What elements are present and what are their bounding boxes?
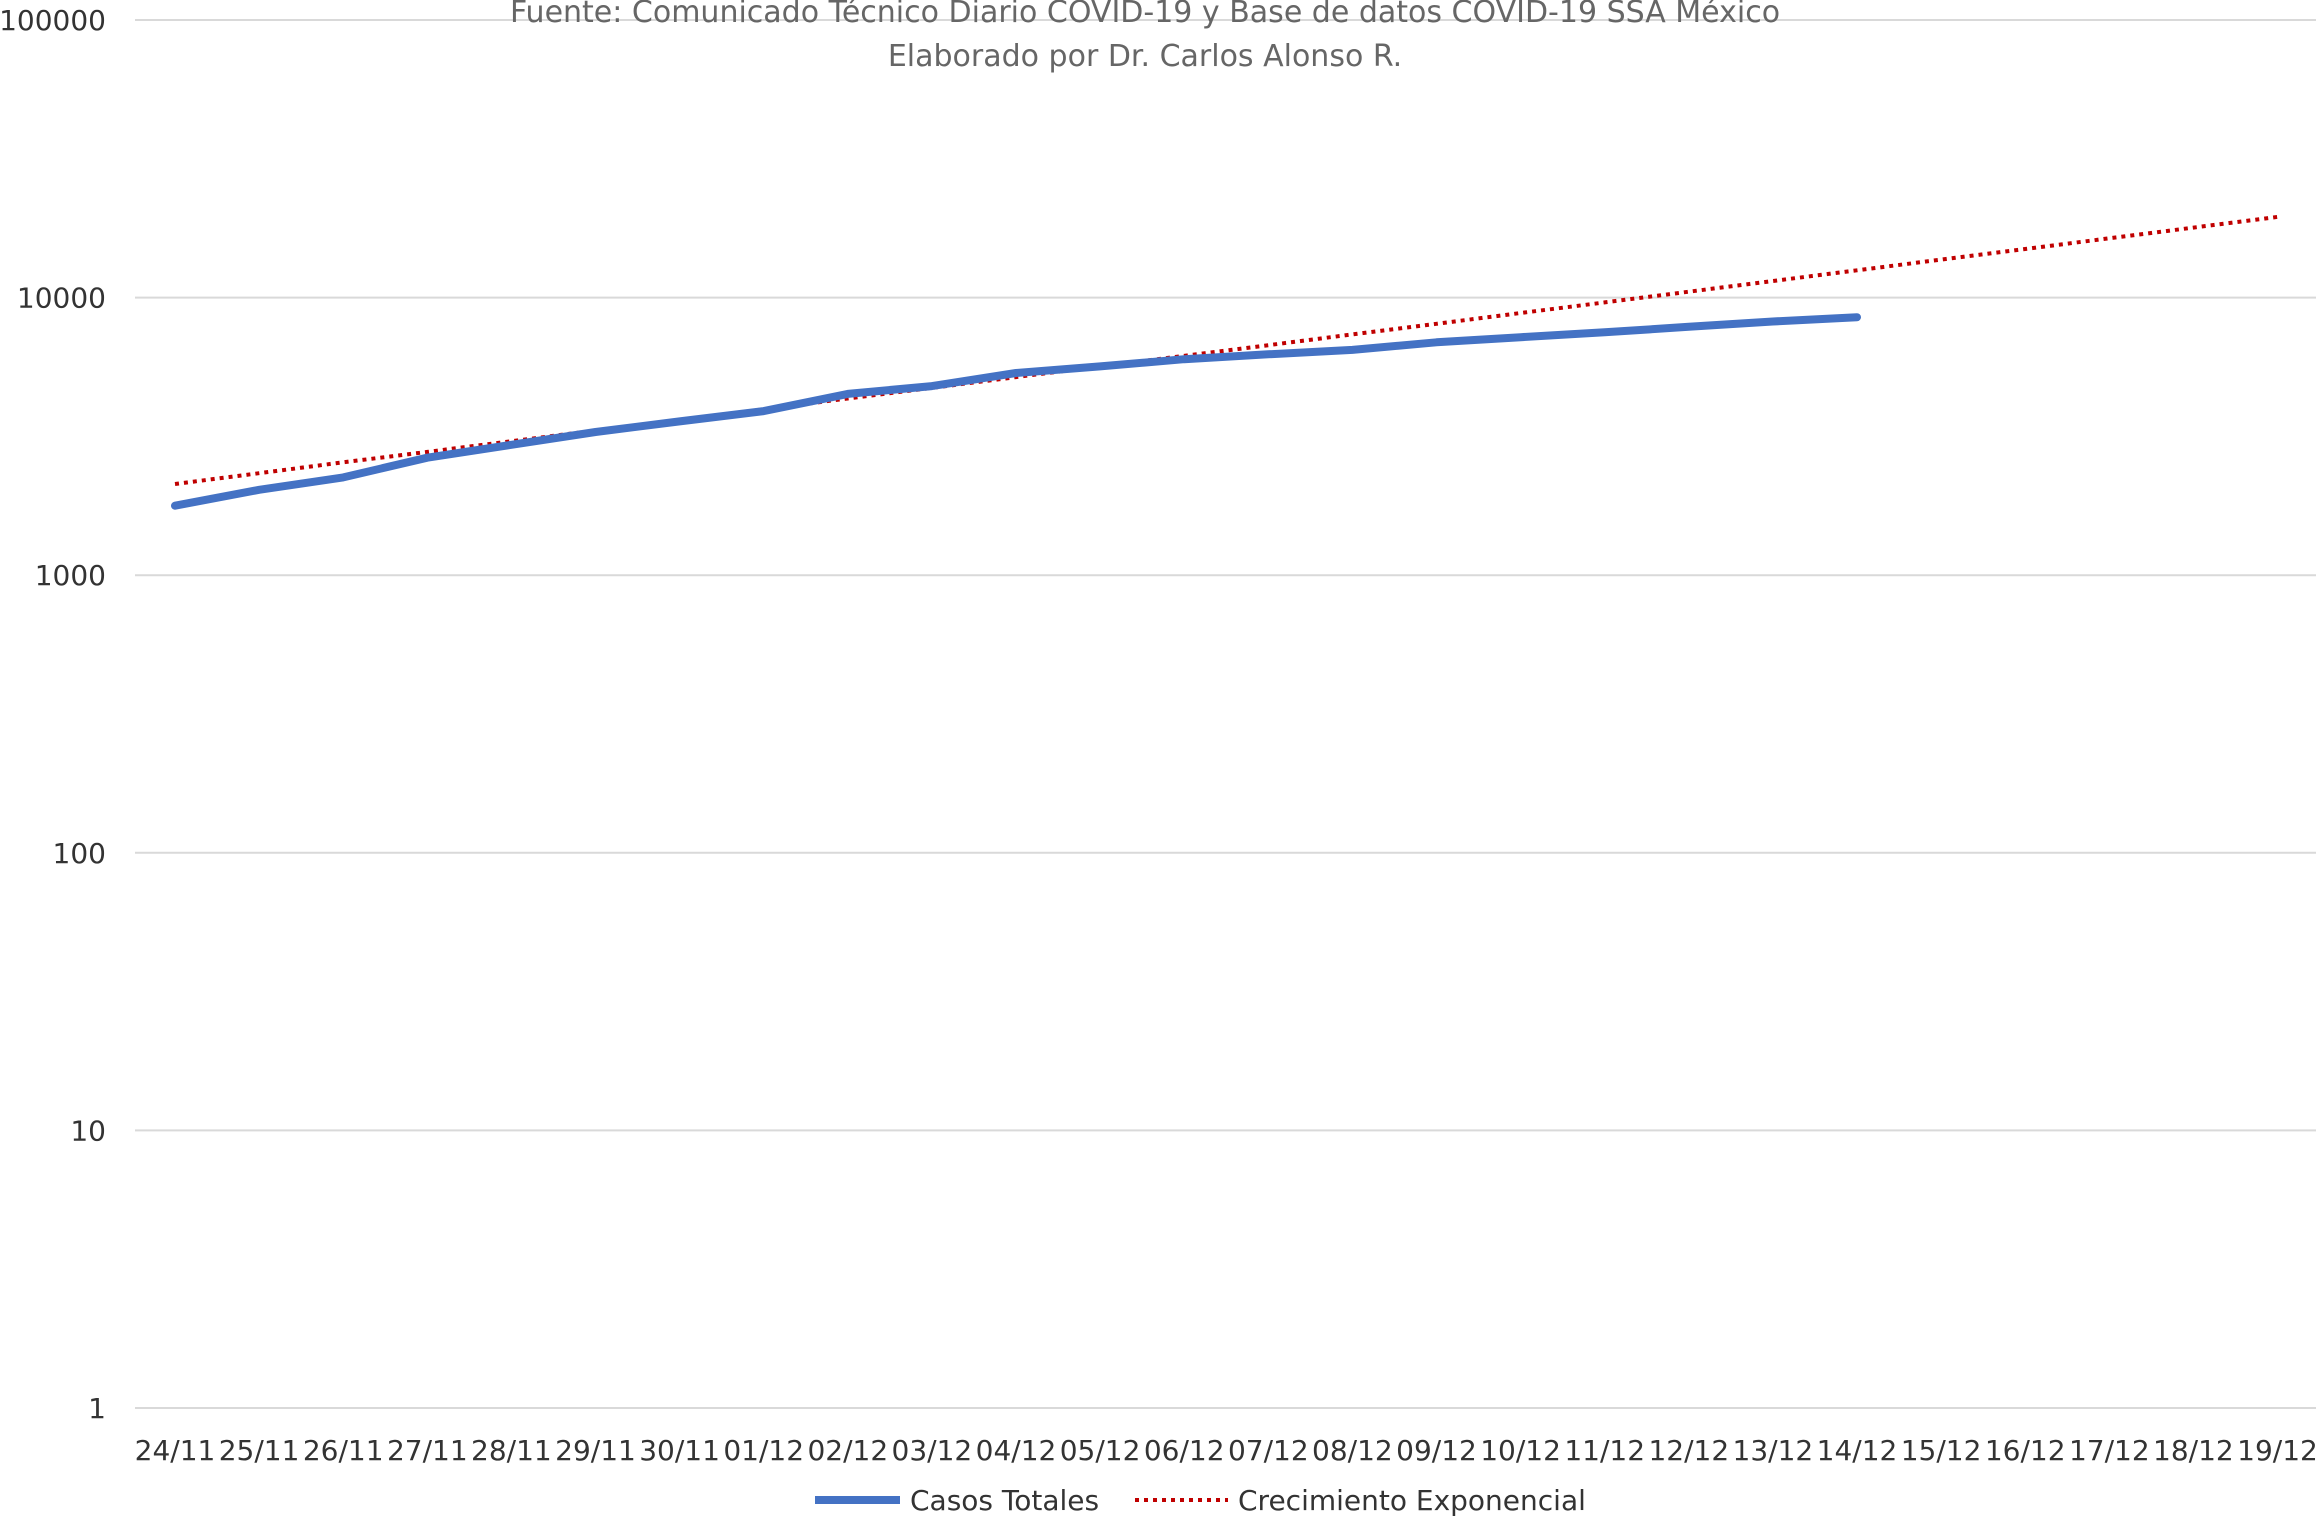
x-tick-label: 27/11	[387, 1434, 468, 1467]
x-tick-label: 08/12	[1312, 1434, 1393, 1467]
x-tick-label: 02/12	[807, 1434, 888, 1467]
x-tick-label: 12/12	[1648, 1434, 1729, 1467]
series-layer	[171, 214, 2278, 510]
x-tick-label: 05/12	[1060, 1434, 1141, 1467]
x-tick-label: 28/11	[471, 1434, 552, 1467]
y-tick-label: 10000	[17, 282, 106, 315]
legend-label-crecimiento-exponencial: Crecimiento Exponencial	[1238, 1484, 1586, 1516]
x-axis-ticks: 24/11 25/11 26/11 27/11 28/11 29/11 30/11 01/12…	[135, 1434, 2318, 1467]
x-tick-label: 09/12	[1396, 1434, 1477, 1467]
x-tick-label: 24/11	[135, 1434, 216, 1467]
x-tick-label: 13/12	[1733, 1434, 1814, 1467]
x-tick-label: 17/12	[2069, 1434, 2150, 1467]
x-tick-label: 07/12	[1228, 1434, 1309, 1467]
x-tick-label: 03/12	[892, 1434, 973, 1467]
y-tick-label: 100000	[0, 4, 106, 37]
x-tick-label: 29/11	[555, 1434, 636, 1467]
x-tick-label: 01/12	[723, 1434, 804, 1467]
series-line-casos-totales	[171, 313, 1861, 510]
y-tick-label: 1	[88, 1392, 106, 1425]
x-tick-label: 11/12	[1564, 1434, 1645, 1467]
legend-label-casos-totales: Casos Totales	[910, 1484, 1099, 1516]
x-tick-label: 25/11	[219, 1434, 300, 1467]
y-tick-label: 10	[70, 1114, 106, 1147]
chart-subtitle: Fuente: Comunicado Técnico Diario COVID-…	[510, 0, 1780, 74]
subtitle-line-2: Elaborado por Dr. Carlos Alonso R.	[888, 39, 1402, 74]
gridlines	[135, 19, 2316, 1409]
subtitle-line-1: Fuente: Comunicado Técnico Diario COVID-…	[510, 0, 1780, 30]
x-tick-label: 30/11	[639, 1434, 720, 1467]
x-tick-label: 26/11	[303, 1434, 384, 1467]
x-tick-label: 04/12	[976, 1434, 1057, 1467]
x-tick-label: 14/12	[1817, 1434, 1898, 1467]
series-line-crecimiento-exponencial	[174, 214, 2278, 486]
legend: Casos Totales Crecimiento Exponencial	[815, 1484, 1586, 1516]
y-tick-label: 100	[53, 837, 106, 870]
y-axis-ticks: 1 10 100 1000 10000 100000	[0, 4, 106, 1425]
x-tick-label: 19/12	[2237, 1434, 2318, 1467]
x-tick-label: 18/12	[2153, 1434, 2234, 1467]
x-tick-label: 16/12	[1985, 1434, 2066, 1467]
x-tick-label: 10/12	[1480, 1434, 1561, 1467]
x-tick-label: 06/12	[1144, 1434, 1225, 1467]
x-tick-label: 15/12	[1901, 1434, 1982, 1467]
y-tick-label: 1000	[35, 559, 106, 592]
